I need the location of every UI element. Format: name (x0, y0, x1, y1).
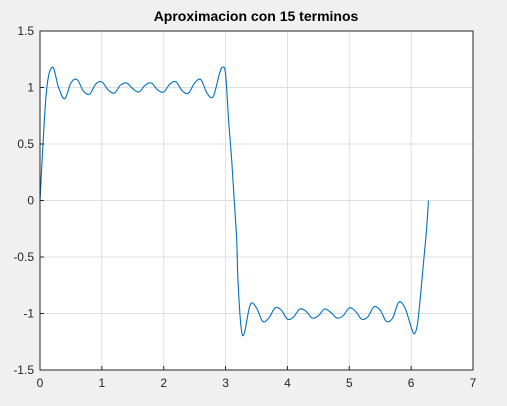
y-tick-label: 0 (27, 194, 34, 208)
tick-labels: 0 1 2 3 4 5 6 7 1.5 1 0.5 0 -0.5 -1 -1.5 (13, 24, 476, 390)
series-line (39, 66, 430, 337)
plot-area (39, 66, 430, 337)
x-tick-label: 5 (346, 376, 353, 390)
x-tick-label: 1 (99, 376, 106, 390)
x-tick-label: 4 (284, 376, 291, 390)
chart-title: Aproximacion con 15 terminos (154, 8, 359, 24)
y-tick-label: 0.5 (17, 137, 34, 151)
x-tick-label: 3 (222, 376, 229, 390)
y-tick-label: 1 (27, 81, 34, 95)
y-tick-label: -1 (23, 307, 34, 321)
y-tick-label: 1.5 (17, 24, 34, 38)
x-tick-label: 7 (470, 376, 477, 390)
x-tick-label: 2 (160, 376, 167, 390)
y-tick-label: -1.5 (13, 363, 34, 377)
tick-marks (39, 30, 474, 371)
y-tick-label: -0.5 (13, 250, 34, 264)
x-tick-label: 0 (37, 376, 44, 390)
x-tick-label: 6 (408, 376, 415, 390)
